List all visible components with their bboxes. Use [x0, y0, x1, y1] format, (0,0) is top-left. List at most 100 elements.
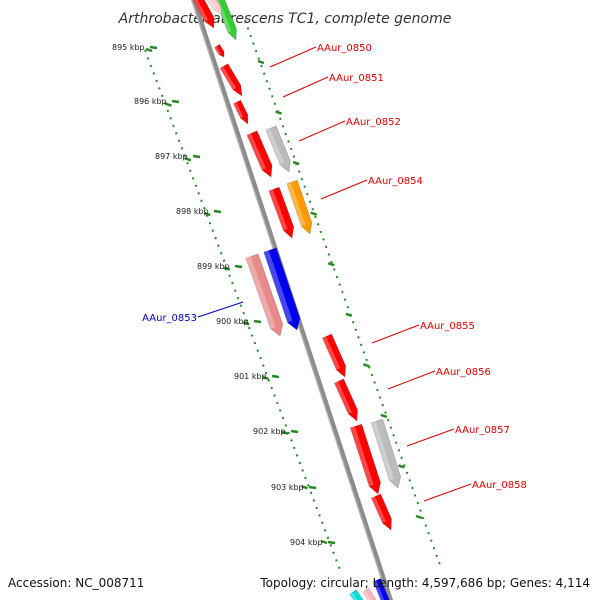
- gene-label-aaur_0854: AAur_0854: [368, 176, 423, 187]
- gene-label-aaur_0856: AAur_0856: [436, 367, 491, 378]
- inner-track-dash: [320, 539, 328, 545]
- gene-leader-line: [298, 120, 346, 142]
- topology-text: Topology: circular; Length: 4,597,686 bp…: [259, 576, 590, 590]
- gene-arrow-0857: [349, 423, 381, 495]
- gene-arrow-0852-gray-shine: [265, 128, 285, 165]
- gene-labels: AAur_0850 AAur_0851 AAur_0852 AAur_0854 AAur…: [142, 43, 527, 502]
- gene-arrow-0851b: [232, 99, 249, 125]
- inner-track-dash: [262, 375, 270, 381]
- gene-arrow-0854-red: [268, 186, 295, 239]
- tick-label: 896 kbp: [134, 97, 167, 106]
- tick-mark: [308, 485, 317, 490]
- inner-track-dash: [145, 47, 153, 53]
- gene-arrow-0852-shine: [247, 133, 266, 170]
- tick-mark: [149, 45, 158, 50]
- gene-arrow-0857-gray-shine: [371, 421, 394, 481]
- outer-track-dash: [398, 464, 405, 469]
- gene-arrow-0853-blue: [263, 247, 301, 331]
- gene-arrow-top-red-shine: [193, 0, 209, 22]
- gene-arrow-0853: [245, 253, 284, 337]
- gene-arrow-0854: [286, 179, 313, 235]
- gene-arrow-bottom-pink-shine: [363, 590, 372, 600]
- gene-arrow-0854-red-shine: [268, 189, 288, 231]
- gene-leader-line: [197, 301, 244, 318]
- inner-track-dash: [223, 266, 231, 271]
- gene-leader-line: [387, 370, 436, 390]
- gene-arrow-bottom-cyan: [349, 589, 364, 600]
- accession-text: Accession: NC_008711: [8, 576, 144, 590]
- tick-label: 899 kbp: [197, 262, 230, 271]
- outer-track-dash: [380, 413, 388, 419]
- tick-mark: [192, 154, 201, 159]
- gene-arrow-0855-shine: [322, 336, 341, 370]
- gene-arrow-0850-shine: [214, 46, 221, 55]
- inner-track-dash: [301, 485, 308, 490]
- tick-label: 900 kbp: [216, 317, 249, 326]
- gene-label-aaur_0855: AAur_0855: [420, 321, 475, 332]
- tick-mark: [171, 99, 180, 104]
- outer-track-dash: [415, 514, 423, 520]
- outer-scale-track: [244, 19, 441, 566]
- tick-label: 903 kbp: [271, 483, 304, 492]
- tick-label: 904 kbp: [290, 538, 323, 547]
- tick-label: 897 kbp: [155, 152, 188, 161]
- gene-leader-line: [320, 179, 368, 200]
- inner-track-dash: [165, 102, 172, 107]
- gene-arrow-bottom-cyan-shine: [349, 592, 358, 600]
- gene-arrow-0853-shine: [245, 256, 276, 329]
- gene-arrow-bottom-pink: [362, 587, 377, 600]
- tick-mark: [271, 374, 280, 379]
- outer-track-dash: [362, 363, 370, 368]
- gene-label-aaur_0857: AAur_0857: [455, 425, 510, 436]
- gene-arrow-0858: [371, 493, 392, 531]
- gene-label-aaur_0853: AAur_0853: [142, 313, 197, 324]
- gene-label-aaur_0852: AAur_0852: [346, 117, 401, 128]
- outer-track-dash: [275, 110, 282, 115]
- gene-arrow-0851b-shine: [233, 102, 244, 119]
- gene-arrow-0851-shine: [220, 66, 237, 90]
- gene-arrow-0855: [322, 333, 346, 378]
- gene-arrow-0852-gray: [265, 125, 291, 173]
- inner-track-dash: [203, 211, 211, 217]
- gene-leader-line: [423, 483, 472, 502]
- gene-arrow-0857-gray: [370, 418, 402, 489]
- tick-mark: [327, 540, 336, 545]
- gene-arrow-top-red: [192, 0, 215, 29]
- gene-features: [192, 0, 402, 600]
- kbp-tick-labels: 895 kbp 896 kbp 897 kbp 898 kbp 899 kbp 900 k…: [112, 43, 336, 547]
- gene-arrow-0858-shine: [371, 496, 386, 523]
- outer-track-dash: [345, 312, 353, 317]
- gene-arrow-0853-blue-shine: [263, 250, 293, 323]
- outer-track-dash: [327, 262, 335, 267]
- gene-arrow-bottom-blue: [372, 578, 390, 600]
- tick-mark: [213, 209, 222, 214]
- outer-track-dash: [257, 59, 265, 65]
- inner-track-dash: [242, 321, 250, 326]
- tick-label: 895 kbp: [112, 43, 145, 52]
- gene-arrow-0854-shine: [286, 182, 306, 227]
- gene-arrow-0856-shine: [334, 381, 352, 414]
- outer-track-dash: [310, 211, 318, 216]
- tick-mark: [290, 429, 299, 434]
- gene-leader-line: [406, 428, 455, 447]
- gene-leader-line: [282, 76, 329, 98]
- inner-track-dash: [281, 430, 289, 435]
- tick-mark: [253, 319, 262, 324]
- gene-leader-line: [371, 324, 420, 344]
- scale-tracks: [144, 19, 441, 571]
- gene-arrow-top-pink: [206, 0, 223, 15]
- gene-label-aaur_0850: AAur_0850: [317, 43, 372, 54]
- gene-leader-line: [269, 46, 317, 68]
- gene-arrow-0857-shine: [350, 426, 374, 487]
- tick-label: 902 kbp: [253, 427, 286, 436]
- gene-arrow-0856: [334, 378, 358, 422]
- gene-label-aaur_0851: AAur_0851: [329, 73, 384, 84]
- inner-scale-track: [144, 49, 341, 571]
- gene-label-aaur_0858: AAur_0858: [472, 480, 527, 491]
- gene-arrow-0851: [219, 63, 243, 97]
- gene-arrow-0850: [214, 43, 225, 58]
- tick-label: 898 kbp: [176, 207, 209, 216]
- map-title: Arthrobacter aurescens TC1, complete gen…: [118, 11, 452, 27]
- tick-mark: [234, 264, 243, 269]
